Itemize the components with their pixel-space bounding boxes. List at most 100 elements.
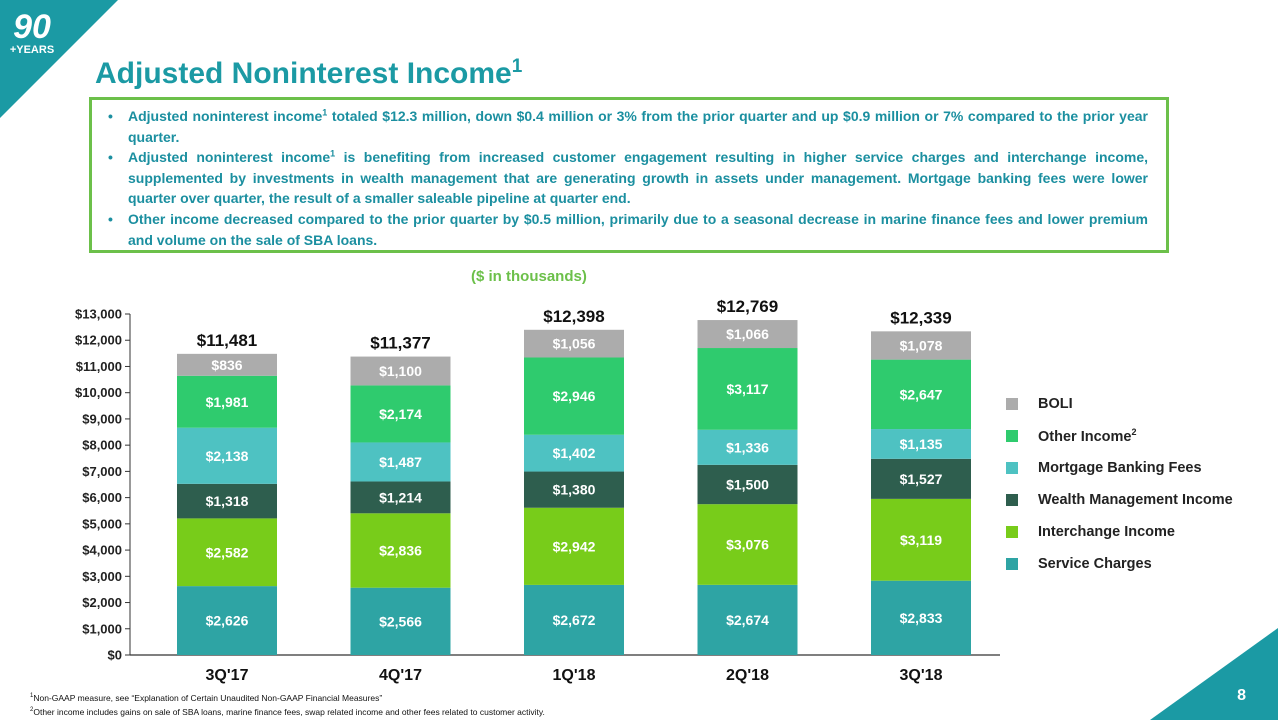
- footnote-text: Non-GAAP measure, see “Explanation of Ce…: [33, 692, 383, 703]
- footnote: 1Non-GAAP measure, see “Explanation of C…: [30, 690, 545, 704]
- bar-segment: [524, 471, 624, 508]
- slide-title: Adjusted Noninterest Income1: [95, 56, 522, 91]
- bar-segment: [524, 434, 624, 472]
- bar-segment: [350, 481, 451, 514]
- title-footnote-marker: 1: [511, 56, 523, 77]
- summary-bullet: Adjusted noninterest income1 is benefiti…: [108, 147, 1148, 209]
- page-number: 8: [1237, 687, 1246, 704]
- slide-title-text: Adjusted Noninterest Income: [95, 57, 512, 90]
- legend-swatch: [1006, 558, 1018, 570]
- bullet-text-rest: is benefiting from increased customer en…: [128, 149, 1148, 207]
- bar-value-label: $2,647: [900, 386, 943, 402]
- bar-segment: [350, 356, 451, 386]
- footnote-marker: 2: [30, 706, 34, 713]
- legend-item: Interchange Income: [1006, 516, 1233, 548]
- bar-value-label: $1,318: [206, 493, 249, 509]
- bar-value-label: $1,981: [206, 394, 249, 410]
- bullet-footnote-marker: 1: [322, 107, 328, 118]
- bar-value-label: $1,214: [379, 489, 422, 505]
- bar-value-label: $2,946: [553, 388, 596, 404]
- legend-label: Mortgage Banking Fees: [1038, 460, 1202, 476]
- bar-segment: [524, 329, 624, 358]
- y-tick-label: $1,000: [82, 621, 122, 636]
- bar-value-label: $2,174: [379, 406, 422, 422]
- logo-number: 90: [13, 8, 51, 46]
- legend-label: Interchange Income: [1038, 524, 1175, 540]
- footnotes: 1Non-GAAP measure, see “Explanation of C…: [30, 690, 545, 718]
- y-tick-label: $2,000: [82, 595, 122, 610]
- company-logo: 90 +YEARS: [4, 10, 60, 56]
- y-tick-label: $3,000: [82, 569, 122, 584]
- stacked-bar-chart: $0 $1,000 $2,000 $3,000 $4,000 $5,000 $6,000 $7…: [75, 297, 1000, 684]
- x-category-label: 4Q'17: [379, 667, 422, 684]
- footnote-marker: 1: [30, 693, 34, 699]
- bar-value-label: $2,566: [379, 613, 422, 629]
- bar-total-label: $12,398: [543, 307, 604, 326]
- legend-item: Mortgage Banking Fees: [1006, 452, 1233, 484]
- footnote-text: Other income includes gains on sale of S…: [33, 706, 545, 717]
- bar-segment: [350, 587, 451, 655]
- legend-item: Other Income2: [1006, 420, 1233, 452]
- bar-segment: [697, 348, 798, 430]
- bar-value-label: $2,582: [206, 544, 249, 560]
- bar-value-label: $1,487: [379, 454, 422, 470]
- bar-segment: [524, 507, 624, 585]
- summary-bullet: Adjusted noninterest income1 totaled $12…: [108, 106, 1148, 147]
- bar-segment: [871, 331, 971, 360]
- summary-box: Adjusted noninterest income1 totaled $12…: [89, 97, 1169, 253]
- x-category-label: 3Q'17: [206, 667, 249, 684]
- bar-segment: [871, 458, 971, 499]
- bar-value-label: $1,066: [726, 326, 769, 342]
- bar-segment: [871, 580, 971, 655]
- footnote: 2Other income includes gains on sale of …: [30, 704, 545, 718]
- bar-segment: [697, 584, 798, 655]
- bullet-text-rest: totaled $12.3 million, down $0.4 million…: [128, 108, 1148, 145]
- bar-value-label: $1,078: [900, 337, 943, 353]
- legend-item: BOLI: [1006, 388, 1233, 420]
- legend-label: BOLI: [1038, 396, 1073, 412]
- y-tick-label: $0: [108, 648, 122, 663]
- y-tick-label: $9,000: [82, 411, 122, 426]
- bar-segment: [177, 353, 277, 376]
- bullet-text: Other income decreased compared to the p…: [128, 210, 1148, 248]
- bar-segment: [177, 375, 277, 428]
- legend-item: Wealth Management Income: [1006, 484, 1233, 516]
- bullet-footnote-marker: 1: [330, 148, 336, 159]
- bar-value-label: $2,626: [206, 613, 249, 629]
- bar-value-label: $836: [211, 357, 242, 373]
- bar-value-label: $1,380: [553, 482, 596, 498]
- bar-value-label: $2,942: [553, 538, 596, 554]
- y-tick-label: $13,000: [75, 307, 122, 322]
- bar-segment: [697, 464, 798, 505]
- bullet-text: Adjusted noninterest income: [128, 149, 331, 166]
- corner-decoration-bottom: [1150, 628, 1278, 720]
- bar-segment: [524, 584, 624, 655]
- legend-swatch: [1006, 494, 1018, 506]
- bar-segment: [177, 518, 277, 587]
- bar-segment: [871, 498, 971, 581]
- legend-swatch: [1006, 430, 1018, 442]
- bar-total-label: $11,481: [197, 331, 258, 350]
- bullet-text: Adjusted noninterest income: [128, 108, 323, 124]
- legend-swatch: [1006, 398, 1018, 410]
- legend-label: Wealth Management Income: [1038, 492, 1233, 508]
- bar-segment: [350, 513, 451, 588]
- bar-segment: [350, 385, 451, 443]
- bar-value-label: $1,100: [379, 363, 422, 379]
- logo-years-label: +YEARS: [9, 44, 55, 56]
- x-category-label: 3Q'18: [900, 667, 943, 684]
- bar-value-label: $3,117: [726, 381, 768, 397]
- bar-total-label: $12,769: [717, 297, 778, 316]
- bar-segment: [524, 357, 624, 435]
- bar-value-label: $1,056: [553, 336, 596, 352]
- bar-segment: [697, 320, 798, 349]
- bar-value-label: $1,500: [726, 477, 769, 493]
- bar-segment: [350, 442, 451, 482]
- bar-value-label: $2,138: [206, 448, 249, 464]
- bar-value-label: $2,833: [900, 610, 943, 626]
- bar-value-label: $3,119: [900, 532, 942, 548]
- summary-bullets: Adjusted noninterest income1 totaled $12…: [108, 106, 1148, 250]
- bar-segment: [177, 427, 277, 484]
- bar-segment: [871, 429, 971, 459]
- y-tick-label: $8,000: [82, 438, 122, 453]
